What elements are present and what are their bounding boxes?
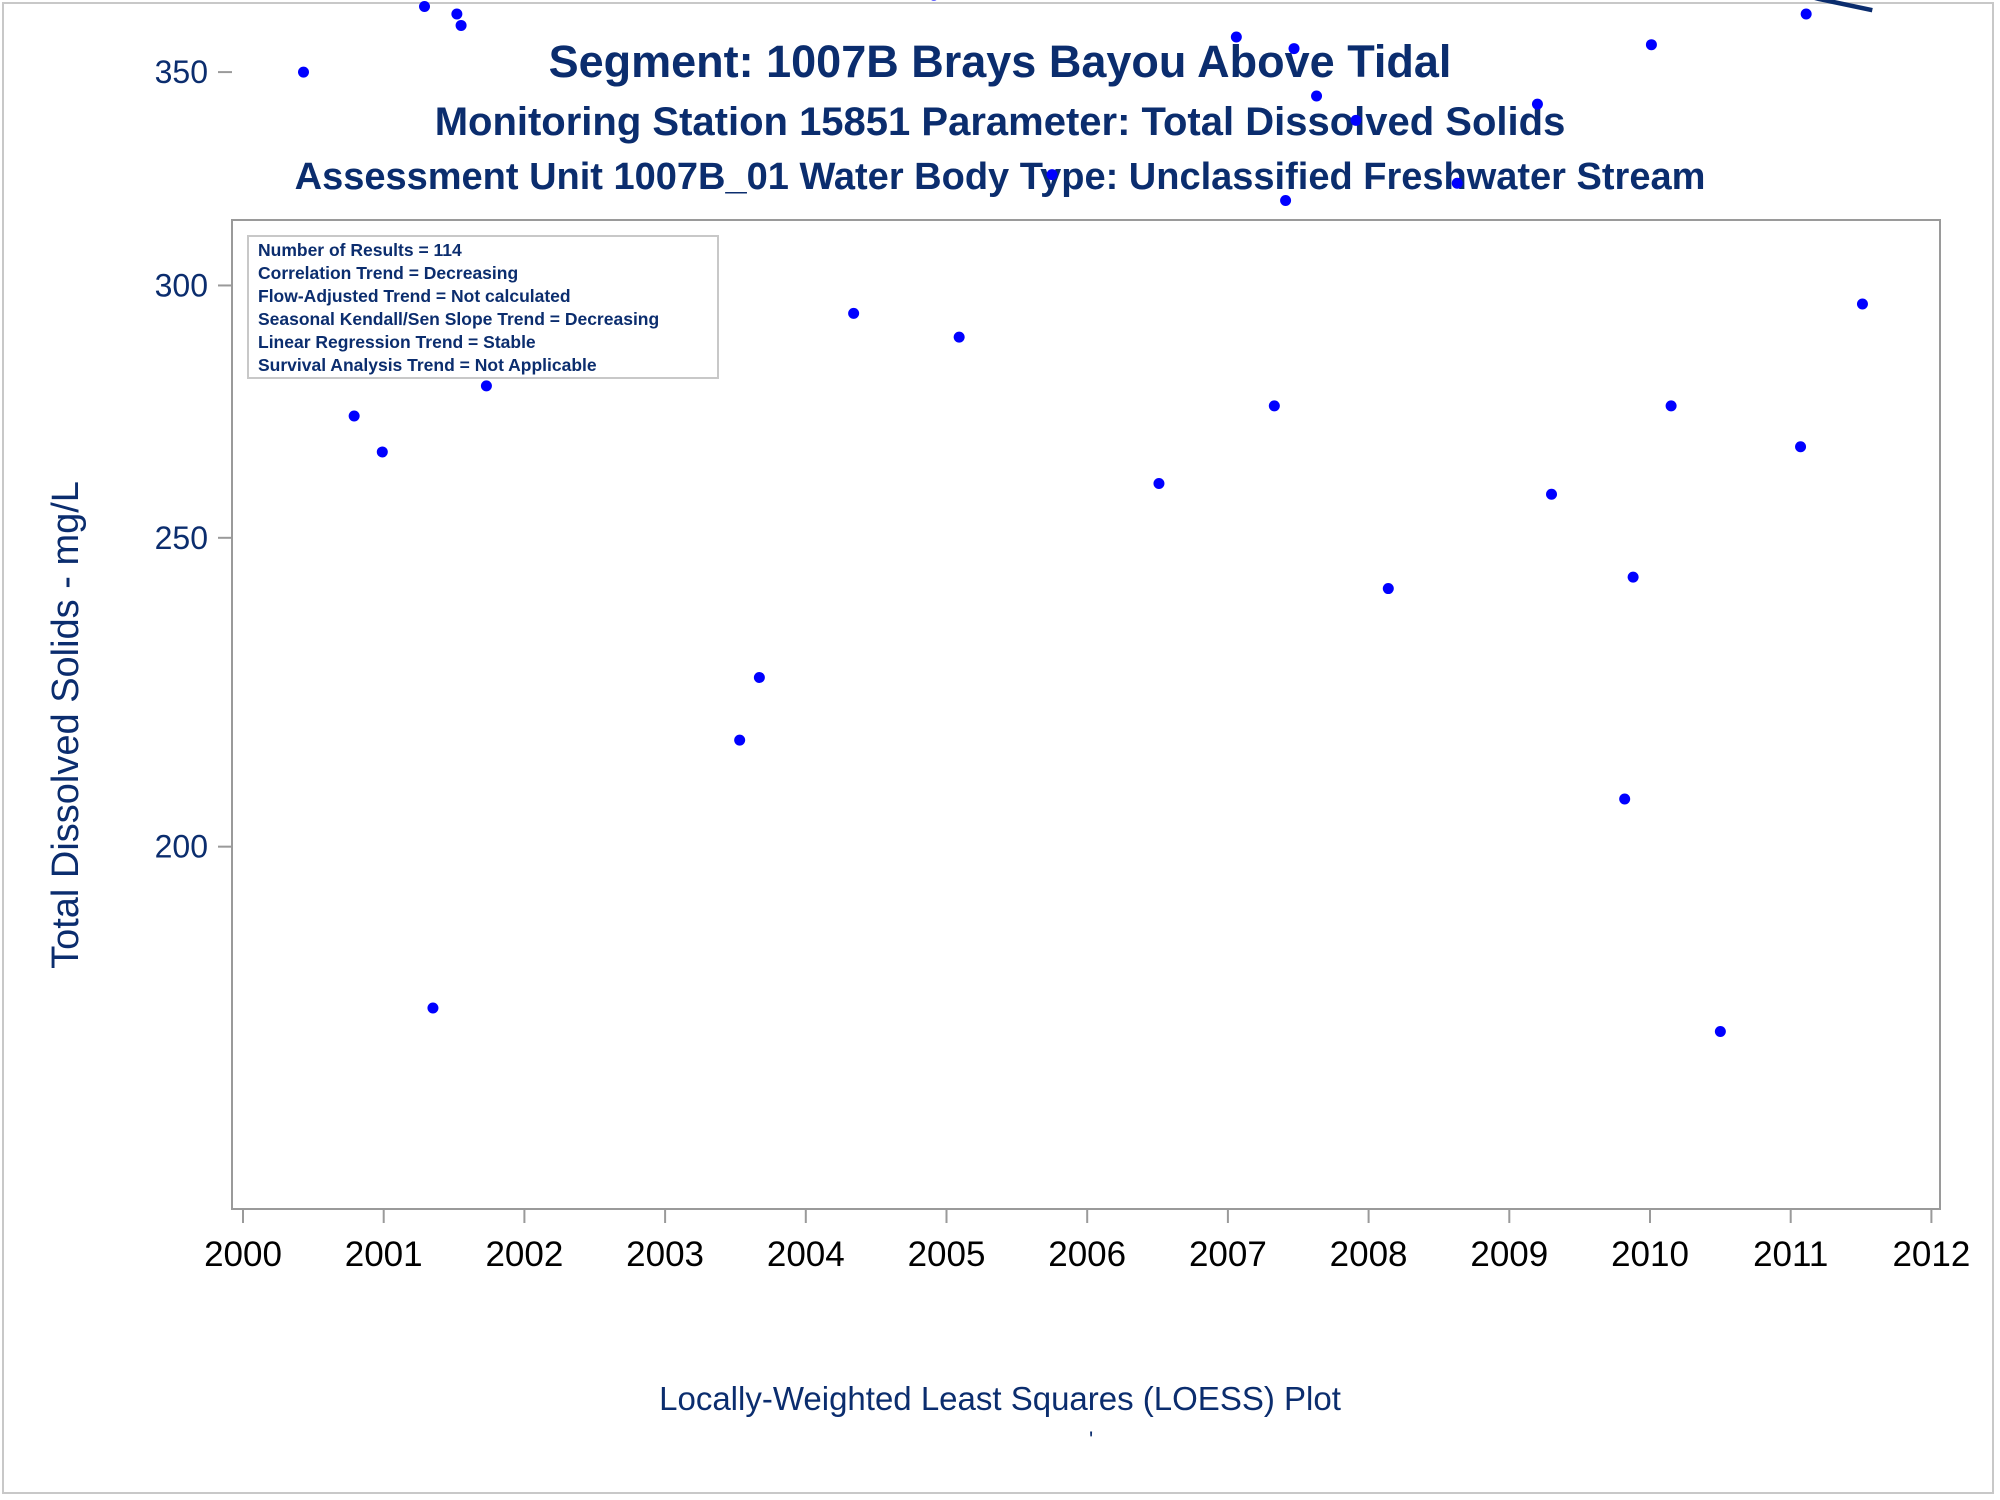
data-point-55 — [1046, 169, 1058, 181]
x-tick-label-2005: 2005 — [908, 1235, 986, 1274]
chart-subtitle-2: Assessment Unit 1007B_01 Water Body Type… — [294, 156, 1706, 198]
x-tick-label-2003: 2003 — [626, 1235, 704, 1274]
y-tick-label-350: 350 — [155, 54, 208, 90]
data-point-48 — [931, 0, 937, 1]
data-point-103 — [1714, 1025, 1726, 1037]
data-point-70 — [1230, 31, 1242, 43]
data-point-21 — [419, 0, 431, 12]
x-tick-label-2009: 2009 — [1470, 1235, 1548, 1274]
y-tick-label-300: 300 — [155, 267, 208, 303]
data-point-96 — [1619, 793, 1631, 805]
data-point-13 — [376, 446, 388, 458]
stats-line-3: Seasonal Kendall/Sen Slope Trend = Decre… — [258, 309, 659, 329]
data-point-107 — [1795, 441, 1807, 453]
x-tick-label-2002: 2002 — [485, 1235, 563, 1274]
data-point-82 — [1382, 583, 1394, 595]
x-tick-label-2012: 2012 — [1892, 1235, 1970, 1274]
stats-line-4: Linear Regression Trend = Stable — [258, 332, 536, 352]
data-point-80 — [1350, 114, 1362, 126]
data-point-77 — [1311, 90, 1323, 102]
footnote: Locally-Weighted Least Squares (LOESS) P… — [659, 1380, 1341, 1417]
data-point-26 — [451, 8, 463, 20]
data-point-108 — [1800, 8, 1812, 20]
data-point-92 — [1546, 488, 1558, 500]
data-point-73 — [1268, 400, 1280, 412]
x-tick-label-2007: 2007 — [1189, 1235, 1267, 1274]
loess-line — [1814, 0, 1873, 13]
x-tick-label-2011: 2011 — [1753, 1235, 1828, 1274]
data-point-0 — [298, 66, 310, 78]
stats-line-0: Number of Results = 114 — [258, 240, 462, 260]
data-point-33 — [753, 671, 765, 683]
x-tick-label-2010: 2010 — [1611, 1235, 1689, 1274]
data-point-97 — [1627, 571, 1639, 583]
stats-line-1: Correlation Trend = Decreasing — [258, 263, 518, 283]
stats-line-5: Survival Analysis Trend = Not Applicable — [258, 355, 597, 375]
data-point-22 — [427, 1002, 439, 1014]
data-point-30 — [480, 380, 492, 392]
data-point-86 — [1451, 177, 1463, 189]
y-axis-label: Total Dissolved Solids - mg/L — [45, 481, 87, 969]
data-point-91 — [1531, 98, 1543, 110]
x-tick-label-2000: 2000 — [204, 1235, 282, 1274]
data-point-74 — [1280, 194, 1292, 206]
x-tick-label-2004: 2004 — [767, 1235, 845, 1274]
footnote-mark: ' — [1089, 1427, 1094, 1452]
data-point-64 — [1153, 478, 1165, 490]
y-tick-label-250: 250 — [155, 520, 208, 556]
stats-box — [247, 235, 719, 379]
data-point-50 — [953, 331, 965, 343]
x-tick-label-2001: 2001 — [345, 1235, 423, 1274]
data-point-27 — [455, 19, 467, 31]
x-tick-label-2008: 2008 — [1330, 1235, 1408, 1274]
data-point-112 — [1856, 298, 1868, 310]
chart-title: Segment: 1007B Brays Bayou Above Tidal — [548, 36, 1452, 87]
data-point-98 — [1645, 39, 1657, 51]
data-point-100 — [1665, 400, 1677, 412]
data-point-75 — [1288, 43, 1300, 55]
data-point-32 — [734, 734, 746, 746]
x-tick-label-2006: 2006 — [1048, 1235, 1126, 1274]
y-tick-label-200: 200 — [155, 829, 208, 865]
plot-frame — [231, 219, 1941, 1210]
stats-line-2: Flow-Adjusted Trend = Not calculated — [258, 286, 571, 306]
chart-subtitle: Monitoring Station 15851 Parameter: Tota… — [434, 100, 1566, 144]
data-point-41 — [848, 307, 860, 319]
data-point-8 — [348, 410, 360, 422]
